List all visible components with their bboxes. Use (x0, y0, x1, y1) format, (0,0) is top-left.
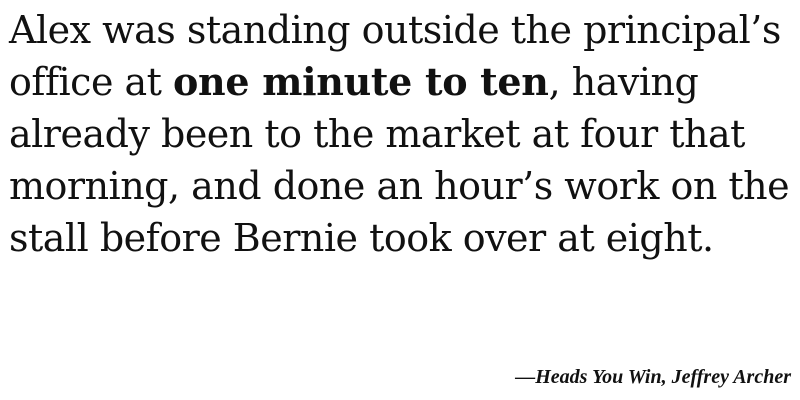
attribution-separator: , (661, 366, 672, 388)
book-title: Heads You Win (535, 366, 662, 388)
author-name: Jeffrey Archer (671, 366, 791, 388)
quote-text-before: Alex was standing outside the principal’… (9, 8, 781, 104)
quote-text-after: , having already been to the market at f… (9, 60, 790, 260)
quote-emphasis: one minute to ten (173, 59, 549, 104)
attribution: —Heads You Win, Jeffrey Archer (515, 366, 791, 389)
attribution-dash: — (515, 366, 536, 388)
quote-text: Alex was standing outside the principal’… (9, 4, 794, 264)
